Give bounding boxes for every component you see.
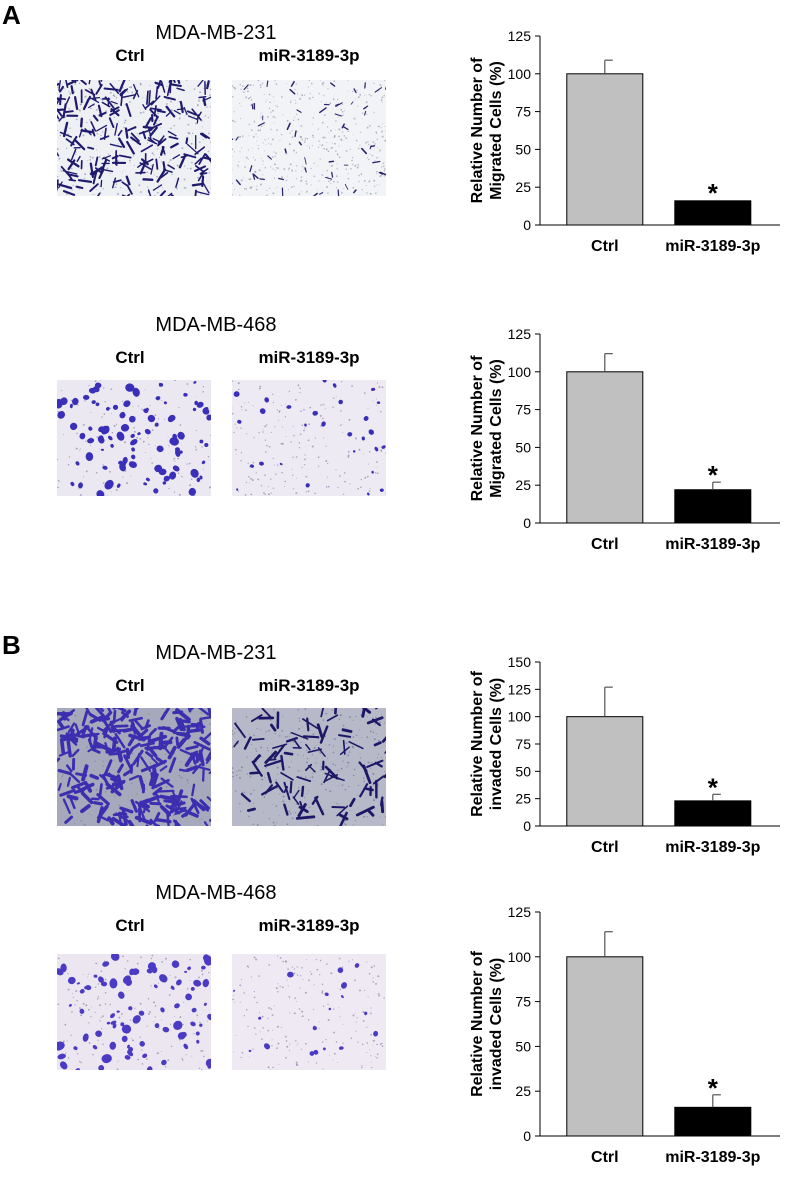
panel-letter-a: A xyxy=(2,0,21,30)
micrograph-treated xyxy=(232,708,386,826)
y-axis-label-line: Relative Number of xyxy=(469,355,486,501)
cell-line-title: MDA-MB-468 xyxy=(155,882,277,904)
bar-ctrl xyxy=(566,716,644,827)
y-axis-label-line: invaded Cells (%) xyxy=(488,678,505,810)
micrograph-treated xyxy=(232,954,386,1070)
bar-treated xyxy=(674,489,752,524)
x-category-label: Ctrl xyxy=(591,839,619,856)
y-tick-label: 125 xyxy=(508,28,532,44)
bar-chart: Relative Number of Migrated Cells (%) 0 25 5… xyxy=(440,320,790,575)
condition-label-ctrl: Ctrl xyxy=(115,916,145,935)
bar-chart-svg: Relative Number of Migrated Cells (%) 0 25 5… xyxy=(469,28,780,255)
x-category-label: miR-3189-3p xyxy=(665,536,760,553)
y-tick-label: 100 xyxy=(508,66,532,82)
cell-line-title: MDA-MB-231 xyxy=(155,642,277,664)
bar-ctrl xyxy=(566,371,644,524)
x-category-label: Ctrl xyxy=(591,238,619,255)
condition-label-ctrl: Ctrl xyxy=(115,676,145,695)
y-axis-label: Relative Number of invaded Cells (%) xyxy=(469,670,505,816)
y-tick-label: 125 xyxy=(508,904,532,920)
condition-label-ctrl: Ctrl xyxy=(115,348,145,367)
bar-chart: Relative Number of Migrated Cells (%) 0 25 5… xyxy=(440,22,790,277)
x-category-label: miR-3189-3p xyxy=(665,1149,760,1166)
panel-letter-b: B xyxy=(2,630,21,660)
condition-label-treated: miR-3189-3p xyxy=(258,916,360,935)
y-axis-label-line: Migrated Cells (%) xyxy=(488,61,505,200)
y-tick-label: 150 xyxy=(508,654,532,670)
y-tick-label: 125 xyxy=(508,326,532,342)
y-tick-label: 0 xyxy=(523,515,531,531)
y-tick-label: 75 xyxy=(515,736,531,752)
cell-line-title: MDA-MB-231 xyxy=(155,22,277,44)
y-axis-label: Relative Number of Migrated Cells (%) xyxy=(469,57,505,203)
x-category-label: miR-3189-3p xyxy=(665,839,760,856)
micrograph-treated xyxy=(232,380,386,496)
micrograph-ctrl xyxy=(57,80,211,196)
x-category-label: Ctrl xyxy=(591,536,619,553)
bar-treated xyxy=(674,800,752,827)
bar-chart: Relative Number of invaded Cells (%) 0 25 50… xyxy=(440,648,790,878)
bar-chart-svg: Relative Number of Migrated Cells (%) 0 25 5… xyxy=(469,326,780,553)
bar-treated xyxy=(674,200,752,226)
y-axis-label-line: Relative Number of xyxy=(469,57,486,203)
x-category-label: Ctrl xyxy=(591,1149,619,1166)
y-tick-label: 0 xyxy=(523,1128,531,1144)
condition-label-ctrl: Ctrl xyxy=(115,46,145,65)
bar-ctrl xyxy=(566,73,644,226)
micrograph-ctrl xyxy=(57,708,211,826)
y-tick-label: 25 xyxy=(515,179,531,195)
bar-chart: Relative Number of invaded Cells (%) 0 25 50… xyxy=(440,898,790,1188)
y-tick-label: 0 xyxy=(523,818,531,834)
y-axis-label-line: Relative Number of xyxy=(469,950,486,1096)
y-tick-label: 0 xyxy=(523,217,531,233)
condition-label-treated: miR-3189-3p xyxy=(258,348,360,367)
y-tick-label: 25 xyxy=(515,1083,531,1099)
micrograph-ctrl xyxy=(57,954,211,1070)
y-axis-label-line: Relative Number of xyxy=(469,670,486,816)
y-axis-label-line: Migrated Cells (%) xyxy=(488,359,505,498)
y-tick-label: 75 xyxy=(515,104,531,120)
condition-label-treated: miR-3189-3p xyxy=(258,46,360,65)
significance-star: * xyxy=(708,1073,719,1103)
y-tick-label: 100 xyxy=(508,949,532,965)
condition-label-treated: miR-3189-3p xyxy=(258,676,360,695)
y-tick-label: 50 xyxy=(515,141,531,157)
bar-chart-svg: Relative Number of invaded Cells (%) 0 25 50… xyxy=(469,654,780,856)
y-tick-label: 25 xyxy=(515,791,531,807)
y-axis-label: Relative Number of invaded Cells (%) xyxy=(469,950,505,1096)
bar-chart-svg: Relative Number of invaded Cells (%) 0 25 50… xyxy=(469,904,780,1166)
y-tick-label: 75 xyxy=(515,402,531,418)
y-tick-label: 75 xyxy=(515,994,531,1010)
y-tick-label: 25 xyxy=(515,477,531,493)
y-axis-label-line: invaded Cells (%) xyxy=(488,958,505,1090)
micrograph-ctrl xyxy=(57,380,211,496)
y-tick-label: 50 xyxy=(515,1038,531,1054)
bar-treated xyxy=(674,1106,752,1137)
y-tick-label: 100 xyxy=(508,364,532,380)
y-tick-label: 50 xyxy=(515,439,531,455)
significance-star: * xyxy=(708,772,719,802)
significance-star: * xyxy=(708,460,719,490)
y-tick-label: 125 xyxy=(508,681,532,697)
bar-ctrl xyxy=(566,956,644,1137)
significance-star: * xyxy=(708,178,719,208)
y-tick-label: 100 xyxy=(508,709,532,725)
micrograph-treated xyxy=(232,80,386,196)
y-tick-label: 50 xyxy=(515,763,531,779)
cell-line-title: MDA-MB-468 xyxy=(155,314,277,336)
x-category-label: miR-3189-3p xyxy=(665,238,760,255)
y-axis-label: Relative Number of Migrated Cells (%) xyxy=(469,355,505,501)
